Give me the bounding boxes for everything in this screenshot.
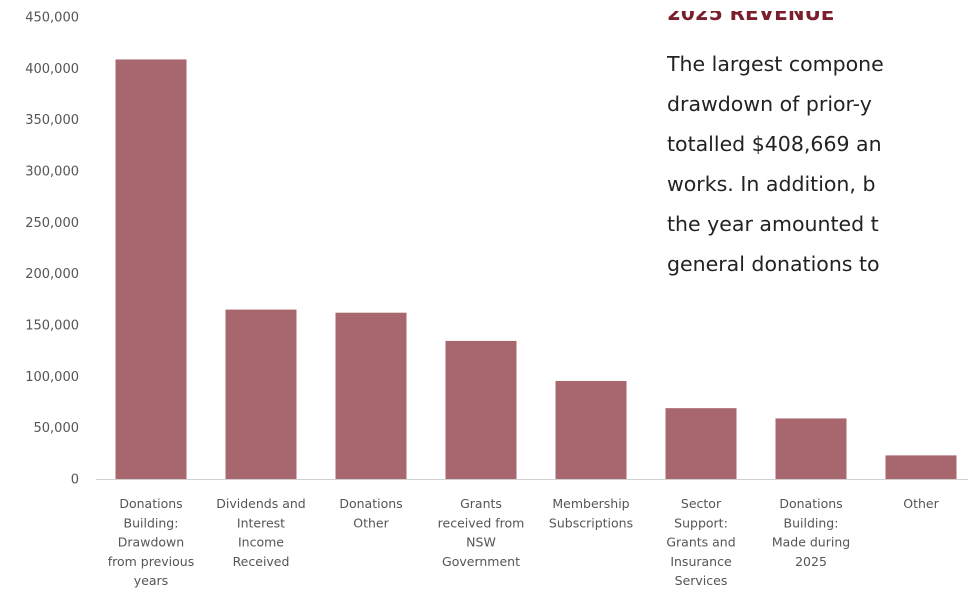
y-axis: 0 50,000 100,000 150,000 200,000 250,000 300,0… xyxy=(25,11,79,488)
paragraph-line: general donations to xyxy=(667,252,880,276)
y-tick-label: 450,000 xyxy=(25,11,79,26)
section-paragraph: The largest compone drawdown of prior-y … xyxy=(667,44,967,284)
bar xyxy=(115,59,187,479)
x-tick-label: Other xyxy=(903,496,939,511)
y-tick-label: 50,000 xyxy=(34,421,80,436)
bars xyxy=(115,59,957,479)
paragraph-line: the year amounted t xyxy=(667,212,879,236)
bar xyxy=(775,418,847,479)
x-tick-label: Sector Support: Grants and Insurance Service… xyxy=(666,496,735,588)
bar xyxy=(225,309,297,479)
bar xyxy=(335,312,407,479)
x-tick-label: Grants received from NSW Government xyxy=(438,496,525,569)
y-tick-label: 0 xyxy=(71,473,79,488)
x-tick-label: Donations Other xyxy=(339,496,402,530)
section-heading: 2025 REVENUE xyxy=(667,1,835,25)
bar xyxy=(555,380,627,479)
y-tick-label: 250,000 xyxy=(25,216,79,231)
y-tick-label: 400,000 xyxy=(25,62,79,77)
bar xyxy=(445,340,517,479)
y-tick-label: 200,000 xyxy=(25,267,79,282)
x-tick-label: Membership Subscriptions xyxy=(549,496,633,530)
x-tick-label: Dividends and Interest Income Received xyxy=(216,496,305,569)
paragraph-line: totalled $408,669 an xyxy=(667,132,882,156)
bar xyxy=(665,408,737,479)
x-tick-label: Donations Building: Made during 2025 xyxy=(772,496,850,569)
y-tick-label: 100,000 xyxy=(25,370,79,385)
paragraph-line: drawdown of prior-y xyxy=(667,92,872,116)
x-tick-label: Donations Building: Drawdown from previous y… xyxy=(108,496,195,588)
x-axis: Donations Building: Drawdown from previous y… xyxy=(108,496,940,588)
paragraph-line: The largest compone xyxy=(667,52,884,76)
paragraph-line: works. In addition, b xyxy=(667,172,876,196)
bar xyxy=(885,455,957,479)
y-tick-label: 150,000 xyxy=(25,319,79,334)
y-tick-label: 300,000 xyxy=(25,165,79,180)
y-tick-label: 350,000 xyxy=(25,113,79,128)
